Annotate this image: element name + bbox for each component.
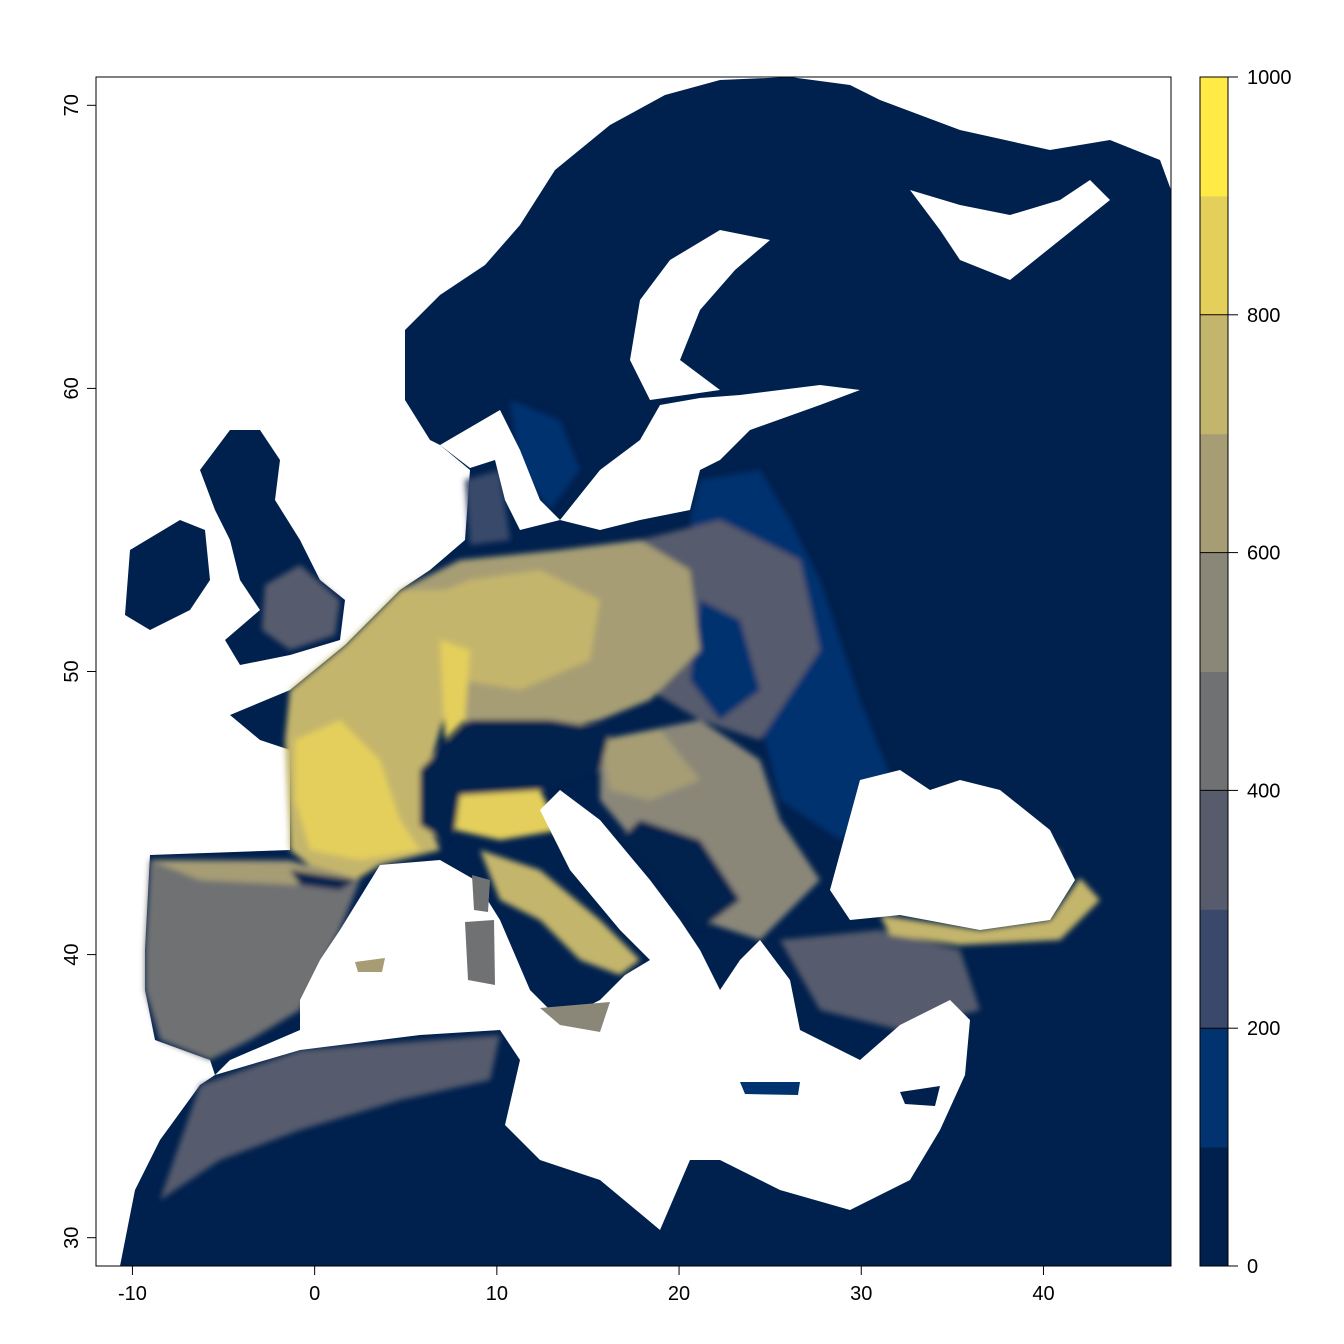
x-tick-label: -10 [118,1283,147,1305]
legend-swatch [1200,1028,1228,1148]
legend-swatch [1200,671,1228,791]
x-tick-label: 20 [668,1283,690,1305]
legend-swatch [1200,314,1228,435]
black-sea [830,770,1075,930]
raster-map [120,77,1171,1266]
gulf-of-bothnia [630,230,770,400]
legend-swatch [1200,195,1228,316]
legend-swatch [1200,790,1228,910]
value-patches [145,400,1100,1200]
x-tick-label: 10 [486,1283,508,1305]
legend-swatch [1200,77,1228,197]
x-tick-label: 30 [850,1283,872,1305]
sicily [540,1002,610,1032]
legend-tick-label: 800 [1247,305,1280,327]
baltic-sea [560,385,860,530]
sardinia [465,920,495,985]
legend-tick-label: 1000 [1247,67,1292,89]
y-tick-label: 70 [61,94,83,116]
corsica [472,875,490,912]
ireland [125,520,210,630]
cyprus [900,1086,940,1106]
color-legend: 0 200 400 600 800 1000 [1199,67,1292,1278]
islands [125,430,940,1106]
legend-swatch [1200,552,1228,672]
y-tick-label: 30 [61,1227,83,1249]
x-tick-label: 40 [1032,1283,1054,1305]
legend-swatch [1200,433,1228,554]
legend-tick-label: 0 [1247,1256,1258,1278]
x-axis: -10 0 10 20 30 40 [118,1266,1055,1305]
y-axis: 30 40 50 60 70 [61,94,96,1249]
legend-tick-label: 400 [1247,780,1280,802]
x-tick-label: 0 [309,1283,320,1305]
kattegat-skagerrak [440,410,560,530]
balearic-islands [355,958,385,972]
legend-swatch [1200,1147,1228,1267]
legend-tick-label: 600 [1247,543,1280,565]
legend-swatch [1200,909,1228,1029]
legend-tick-label: 200 [1247,1018,1280,1040]
y-tick-label: 50 [61,660,83,682]
y-tick-label: 60 [61,377,83,399]
white-sea [910,180,1110,280]
y-tick-label: 40 [61,943,83,965]
crete [740,1082,800,1095]
